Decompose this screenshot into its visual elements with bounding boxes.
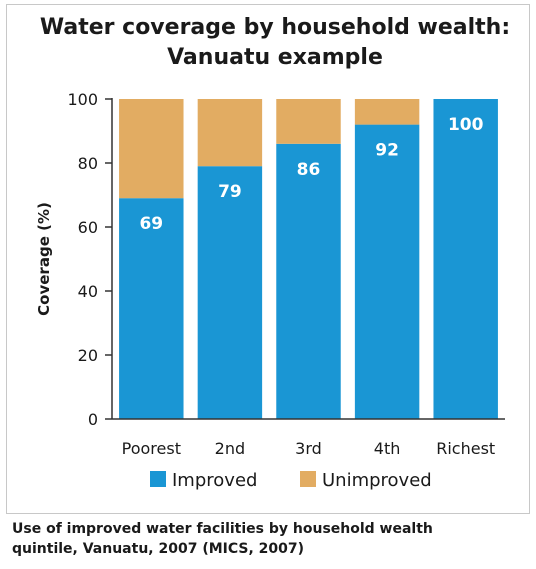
- chart-title-line-1: Water coverage by household wealth:: [40, 15, 510, 40]
- x-axis: Poorest 2nd 3rd 4th Richest: [122, 439, 496, 458]
- caption-line-1: Use of improved water facilities by hous…: [12, 521, 433, 537]
- bar-unimproved: [276, 99, 341, 144]
- legend-swatch: [150, 471, 166, 487]
- data-labels: 69 79 86 92 100: [139, 115, 483, 234]
- x-category-label: 3rd: [295, 439, 322, 458]
- y-tick-label: 60: [78, 218, 98, 237]
- y-axis: 0 20 40 60 80 100: [67, 90, 112, 429]
- bar-value-label: 86: [297, 160, 321, 180]
- y-axis-label: Coverage (%): [35, 202, 53, 316]
- y-tick-label: 100: [67, 90, 98, 109]
- figure-caption: Use of improved water facilities by hous…: [12, 519, 528, 559]
- caption-line-2: quintile, Vanuatu, 2007 (MICS, 2007): [12, 541, 305, 557]
- bar-improved: [433, 99, 498, 419]
- y-tick-label: 40: [78, 282, 98, 301]
- bar-improved: [197, 166, 263, 419]
- x-category-label: 4th: [374, 439, 401, 458]
- bar-improved: [119, 198, 184, 419]
- water-coverage-chart: Water coverage by household wealth: Vanu…: [35, 15, 510, 491]
- bar-value-label: 100: [448, 115, 484, 135]
- bar-unimproved: [197, 99, 263, 167]
- y-tick-label: 0: [88, 410, 98, 429]
- bar-improved: [354, 124, 420, 419]
- chart-title-line-2: Vanuatu example: [167, 45, 383, 70]
- legend-swatch: [300, 471, 316, 487]
- bar-improved: [276, 143, 341, 420]
- bar-value-label: 69: [139, 214, 163, 234]
- x-category-label: 2nd: [215, 439, 245, 458]
- bar-value-label: 79: [218, 182, 242, 202]
- y-tick-label: 20: [78, 346, 98, 365]
- y-tick-label: 80: [78, 154, 98, 173]
- legend: Improved Unimproved: [150, 470, 432, 491]
- bar-unimproved: [119, 99, 184, 199]
- bars: [119, 99, 498, 420]
- legend-label: Unimproved: [322, 470, 432, 491]
- x-category-label: Richest: [436, 439, 495, 458]
- axis-lines: [111, 98, 505, 420]
- legend-label: Improved: [172, 470, 257, 491]
- chart-title: Water coverage by household wealth: Vanu…: [40, 15, 510, 70]
- x-category-label: Poorest: [122, 439, 181, 458]
- bar-value-label: 92: [375, 141, 399, 161]
- bar-unimproved: [354, 99, 420, 125]
